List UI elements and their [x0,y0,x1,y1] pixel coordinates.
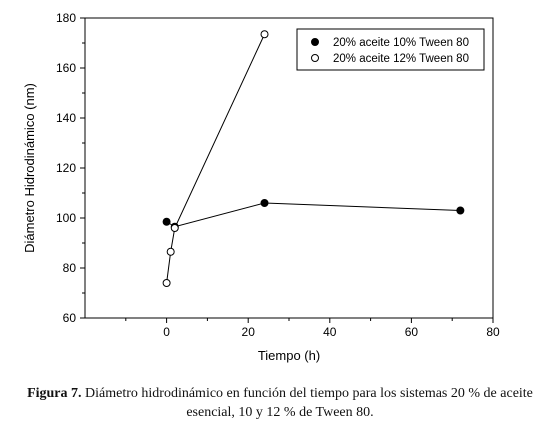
caption-label: Figura 7. [27,386,82,401]
open-circle-point [162,279,171,287]
y-tick-label: 160 [56,61,76,75]
series-line [166,34,265,284]
legend-box [296,28,485,71]
x-tick-label: 0 [163,325,170,339]
y-tick-label: 80 [63,261,77,275]
series-line [166,202,461,228]
y-tick-label: 180 [56,11,76,25]
caption-text: Diámetro hidrodinámico en función del ti… [81,386,533,420]
y-tick-label: 140 [56,111,76,125]
y-tick-label: 120 [56,161,76,175]
figure-caption: Figura 7. Diámetro hidrodinámico en func… [20,384,540,422]
legend-marker [311,38,319,46]
legend: 20% aceite 10% Tween 80 20% aceite 12% Tw… [296,28,485,71]
y-tick-label: 100 [56,211,76,225]
open-circle-point [170,224,179,232]
series-1 [162,199,465,231]
x-tick-label: 80 [486,325,500,339]
x-tick-label: 40 [323,325,337,339]
legend-marker [311,54,319,62]
chart-figure: 0 20 40 60 80 60 80 100 120 140 160 180 20% aceite … [22,11,500,363]
x-tick-label: 60 [405,325,419,339]
open-circle-point [166,247,175,256]
x-tick-label: 20 [242,325,256,339]
y-axis-title: Diámetro Hidrodinámico (nm) [22,83,37,253]
open-circle-point [260,30,269,39]
filled-circle-point [456,206,465,215]
legend-label: 20% aceite 12% Tween 80 [333,53,469,65]
series-layer [162,30,465,287]
legend-label: 20% aceite 10% Tween 80 [333,37,469,49]
filled-circle-point [162,217,171,226]
axes: 0 20 40 60 80 60 80 100 120 140 160 180 [56,11,500,339]
y-tick-label: 60 [63,311,77,325]
filled-circle-point [260,199,269,207]
series-2 [162,30,269,287]
x-axis-title: Tiempo (h) [258,348,320,363]
